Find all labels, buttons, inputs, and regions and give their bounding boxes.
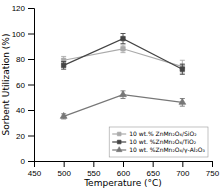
series-marker [180, 67, 184, 71]
y-axis-tick-label: 0 [21, 157, 26, 166]
y-axis-tick-label: 80 [16, 55, 25, 64]
y-axis-line [28, 9, 35, 162]
error-bar [121, 34, 126, 44]
error-bar [121, 45, 126, 53]
series-marker [61, 63, 65, 67]
series [61, 34, 185, 75]
x-axis-tick-mark [182, 161, 183, 167]
y-axis-tick-mark [28, 8, 34, 9]
error-bar [180, 60, 185, 73]
series-marker [121, 47, 125, 51]
legend-item: 10 wt. %ZnMn₂O₄/TiO₂ [112, 138, 197, 145]
x-axis-line [35, 162, 213, 168]
series-marker [120, 91, 127, 97]
y-axis-tick-label: 20 [16, 132, 25, 141]
x-axis-tick-label: 550 [87, 169, 101, 178]
x-axis-tick-mark [212, 161, 213, 167]
y-axis-tick: 40 [16, 106, 34, 115]
error-bar [61, 62, 66, 70]
y-axis-tick-label: 40 [16, 106, 25, 115]
chart: 450 500 550 600 650 700 750 0 20 40 60 80 100 120 10 w… [0, 0, 222, 189]
y-axis-tick-mark [28, 161, 34, 162]
y-axis-tick: 60 [16, 81, 34, 90]
x-axis-tick-label: 450 [28, 169, 42, 178]
y-axis-tick-mark [28, 59, 34, 60]
x-axis-tick: 550 [87, 161, 101, 178]
x-axis-tick: 750 [206, 161, 220, 178]
legend-label: 10 wt. %ZnMn₂O₄/TiO₂ [129, 138, 197, 145]
y-axis-title: Sorbent Utilization (%) [1, 34, 11, 136]
x-axis-tick-label: 600 [117, 169, 131, 178]
y-axis-tick: 20 [16, 132, 34, 141]
y-axis-tick: 80 [16, 55, 34, 64]
x-axis-tick-mark [64, 161, 65, 167]
x-axis-tick-label: 700 [176, 169, 190, 178]
x-axis-tick: 450 [28, 161, 42, 178]
x-axis-tick: 500 [57, 161, 71, 178]
chart-container: 450 500 550 600 650 700 750 0 20 40 60 80 100 120 10 w… [0, 0, 222, 189]
legend-marker [117, 132, 121, 136]
series-marker [121, 36, 125, 40]
legend: 10 wt.% ZnMn₂O₄/SiO₂10 wt. %ZnMn₂O₄/TiO₂… [109, 127, 208, 157]
x-axis-tick-label: 650 [146, 169, 160, 178]
y-axis-tick-label: 120 [12, 4, 26, 13]
x-axis-tick-mark [93, 161, 94, 167]
x-axis-tick-label: 750 [206, 169, 220, 178]
error-bar [180, 99, 185, 107]
y-axis-tick-label: 100 [12, 30, 26, 39]
legend-label: 10 wt.% ZnMn₂O₄/SiO₂ [129, 130, 197, 137]
x-axis: 450 500 550 600 650 700 750 [28, 161, 220, 178]
x-axis-tick-mark [153, 161, 154, 167]
y-axis-tick: 120 [12, 4, 34, 13]
series [61, 45, 185, 73]
y-axis-tick-mark [28, 34, 34, 35]
legend-label: 10 wt. %ZnMn₂O₄/γ-Al₂O₃ [129, 146, 205, 154]
series-marker [60, 112, 67, 118]
legend-frame [109, 127, 208, 157]
x-axis-tick: 650 [146, 161, 160, 178]
x-axis-tick: 600 [117, 161, 131, 178]
y-axis: 0 20 40 60 80 100 120 [12, 4, 35, 166]
x-axis-tick-mark [123, 161, 124, 167]
y-axis-tick-mark [28, 85, 34, 86]
series-marker [179, 98, 186, 104]
plot-area: 450 500 550 600 650 700 750 0 20 40 60 80 100 120 10 w… [12, 4, 220, 178]
y-axis-tick-mark [28, 136, 34, 137]
legend-marker [117, 140, 121, 144]
y-axis-tick: 100 [12, 30, 34, 39]
x-axis-tick: 700 [176, 161, 190, 178]
y-axis-tick-label: 60 [16, 81, 25, 90]
legend-item: 10 wt.% ZnMn₂O₄/SiO₂ [112, 130, 197, 137]
legend-marker [116, 147, 122, 152]
error-bar [180, 64, 185, 74]
series [60, 91, 185, 119]
marks [60, 34, 185, 119]
y-axis-tick-mark [28, 110, 34, 111]
legend-item: 10 wt. %ZnMn₂O₄/γ-Al₂O₃ [112, 146, 205, 154]
x-axis-title: Temperature (°C) [83, 178, 162, 188]
y-axis-tick: 0 [21, 157, 34, 166]
x-axis-tick-label: 500 [57, 169, 71, 178]
error-bar [121, 91, 126, 99]
